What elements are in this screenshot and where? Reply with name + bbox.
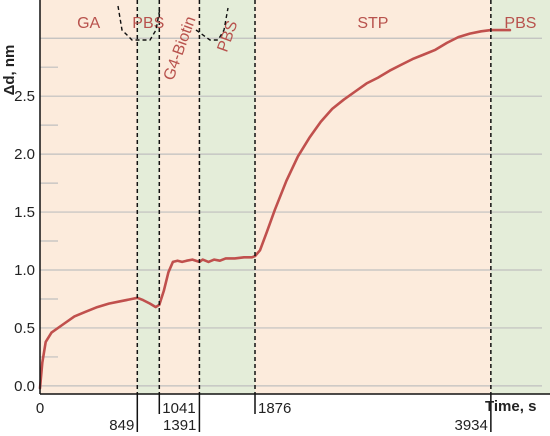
- y-tick-label: 0.0: [14, 378, 35, 395]
- phase-label: PBS: [504, 15, 536, 32]
- phase-band: [490, 0, 550, 394]
- data-line: [38, 28, 512, 390]
- phase-band: [40, 0, 138, 394]
- y-tick-label: 2.0: [14, 146, 35, 163]
- y-tick-label: 1.0: [14, 262, 35, 279]
- phase-band: [199, 0, 256, 394]
- phase-label: STP: [357, 15, 388, 32]
- phase-band: [255, 0, 491, 394]
- phase-bands: [40, 0, 550, 394]
- x-tick-label: 3934: [454, 417, 487, 434]
- axes: [39, 0, 550, 395]
- x-tick-label: 849: [109, 417, 134, 434]
- label-bracket: [117, 5, 229, 41]
- y-tick-label: 1.5: [14, 204, 35, 221]
- x-axis-title: Time, s: [485, 398, 536, 415]
- y-tick-label: 0.5: [14, 320, 35, 337]
- phase-dividers: [136, 0, 492, 394]
- plot-line: [38, 28, 512, 390]
- y-axis-title: Δd, nm: [1, 45, 18, 96]
- x-tick-label: 1041: [162, 400, 195, 417]
- phase-band: [137, 0, 160, 394]
- phase-label: PBS: [132, 15, 164, 32]
- x-tick-label: 1391: [163, 417, 196, 434]
- y-tick-label: 2.5: [14, 88, 35, 105]
- x-tick-label: 1876: [258, 400, 291, 417]
- x-tick-label: 0: [36, 400, 44, 417]
- phase-label: GA: [77, 15, 100, 32]
